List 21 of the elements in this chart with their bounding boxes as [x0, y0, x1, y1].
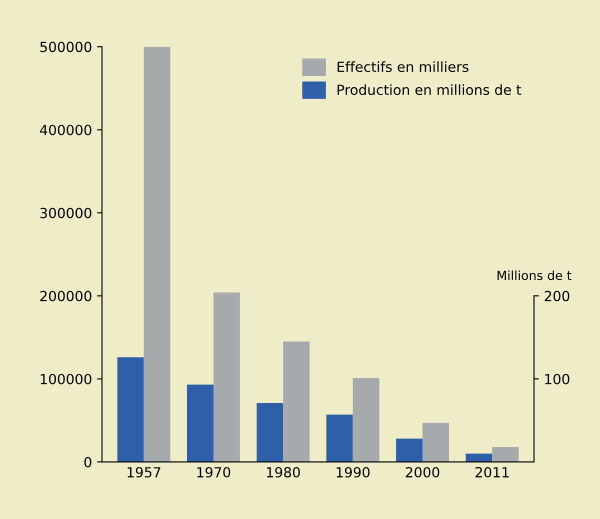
- bar: [283, 342, 310, 462]
- legend-label: Production en millions de t: [338, 84, 522, 96]
- x-tick-label: 1957: [128, 467, 160, 478]
- y2-tick-label: 100: [545, 374, 570, 384]
- bar: [117, 357, 144, 462]
- x-tick-label: 1980: [267, 467, 300, 478]
- bar: [144, 46, 170, 462]
- y2-axis-title: Millions de t: [498, 270, 572, 280]
- y-tick-label: 0: [84, 456, 92, 468]
- x-tick-label: 2000: [406, 467, 440, 478]
- y-tick-label: 400000: [40, 124, 92, 136]
- y2-tick-label: 200: [544, 290, 570, 302]
- legend-label: Effectifs en milliers: [338, 61, 468, 72]
- x-tick-label: 1970: [197, 467, 230, 478]
- bar: [213, 292, 240, 462]
- y-tick-label: 300000: [40, 208, 92, 218]
- y-tick-label: 100000: [40, 374, 92, 384]
- x-tick-label: 2011: [476, 467, 509, 478]
- x-tick-label: 1990: [336, 467, 370, 478]
- y-tick-label: 200000: [40, 290, 92, 302]
- y-tick-label: 500000: [40, 42, 92, 52]
